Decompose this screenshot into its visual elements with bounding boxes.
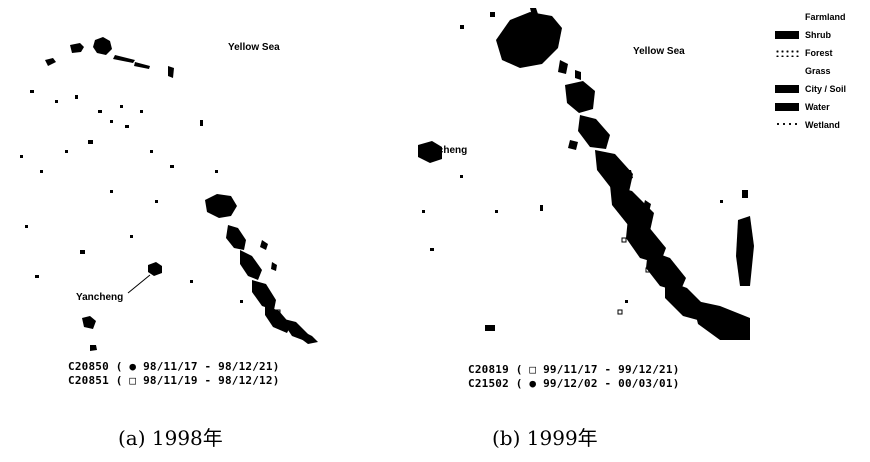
land-cover-legend: Farmland Shrub Forest Grass City / Soil … (775, 8, 870, 134)
legend-item-city-soil: City / Soil (775, 80, 870, 98)
track-id: C20851 (68, 374, 109, 387)
legend-item-water: Water (775, 98, 870, 116)
track-row: C20819 ( □ 99/11/17 - 99/12/21) (468, 363, 680, 376)
track-dates: 98/11/17 - 98/12/21 (143, 360, 273, 373)
track-marker-icon: □ (529, 363, 537, 376)
caption-b: (b) 1999年 (492, 426, 598, 450)
city-label: Yancheng (420, 145, 468, 156)
track-marker-icon: ● (129, 360, 137, 373)
track-marker-icon: □ (129, 374, 137, 387)
track-row: C21502 ( ● 99/12/02 - 00/03/01) (468, 377, 680, 390)
track-dates: 98/11/19 - 98/12/12 (143, 374, 273, 387)
legend-label: Farmland (805, 12, 846, 22)
legend-item-forest: Forest (775, 44, 870, 62)
city-label: Yancheng (76, 292, 124, 303)
swatch-shrub (775, 31, 799, 39)
legend-label: Shrub (805, 30, 831, 40)
legend-item-wetland: Wetland (775, 116, 870, 134)
track-dates: 99/12/02 - 00/03/01 (543, 377, 673, 390)
track-id: C21502 (468, 377, 509, 390)
sea-label: Yellow Sea (228, 42, 280, 53)
track-marker-icon: ● (529, 377, 537, 390)
legend-label: Water (805, 102, 830, 112)
map-panel-b: Yellow Sea Yancheng C20819 ( □ 99/11/17 … (400, 0, 770, 462)
swatch-water (775, 103, 799, 111)
track-dates: 99/11/17 - 99/12/21 (543, 363, 673, 376)
swatch-forest (775, 49, 799, 57)
track-row: C20851 ( □ 98/11/19 - 98/12/12) (68, 374, 280, 387)
legend-item-farmland: Farmland (775, 8, 870, 26)
swatch-farmland (775, 13, 799, 21)
land-cover-map-b (418, 8, 754, 340)
legend-label: Wetland (805, 120, 840, 130)
swatch-wetland (775, 121, 799, 129)
legend-item-shrub: Shrub (775, 26, 870, 44)
swatch-grass (775, 67, 799, 75)
map-panel-a: Yellow Sea Yancheng C20850 ( ● 98/11/17 … (0, 0, 380, 462)
track-id: C20819 (468, 363, 509, 376)
legend-label: Forest (805, 48, 833, 58)
swatch-city-soil (775, 85, 799, 93)
track-row: C20850 ( ● 98/11/17 - 98/12/21) (68, 360, 280, 373)
caption-a: (a) 1998年 (118, 426, 223, 450)
legend-label: City / Soil (805, 84, 847, 94)
legend-label: Grass (805, 66, 831, 76)
track-id: C20850 (68, 360, 109, 373)
sea-label: Yellow Sea (633, 46, 685, 57)
legend-item-grass: Grass (775, 62, 870, 80)
land-cover-map-a (20, 37, 318, 351)
